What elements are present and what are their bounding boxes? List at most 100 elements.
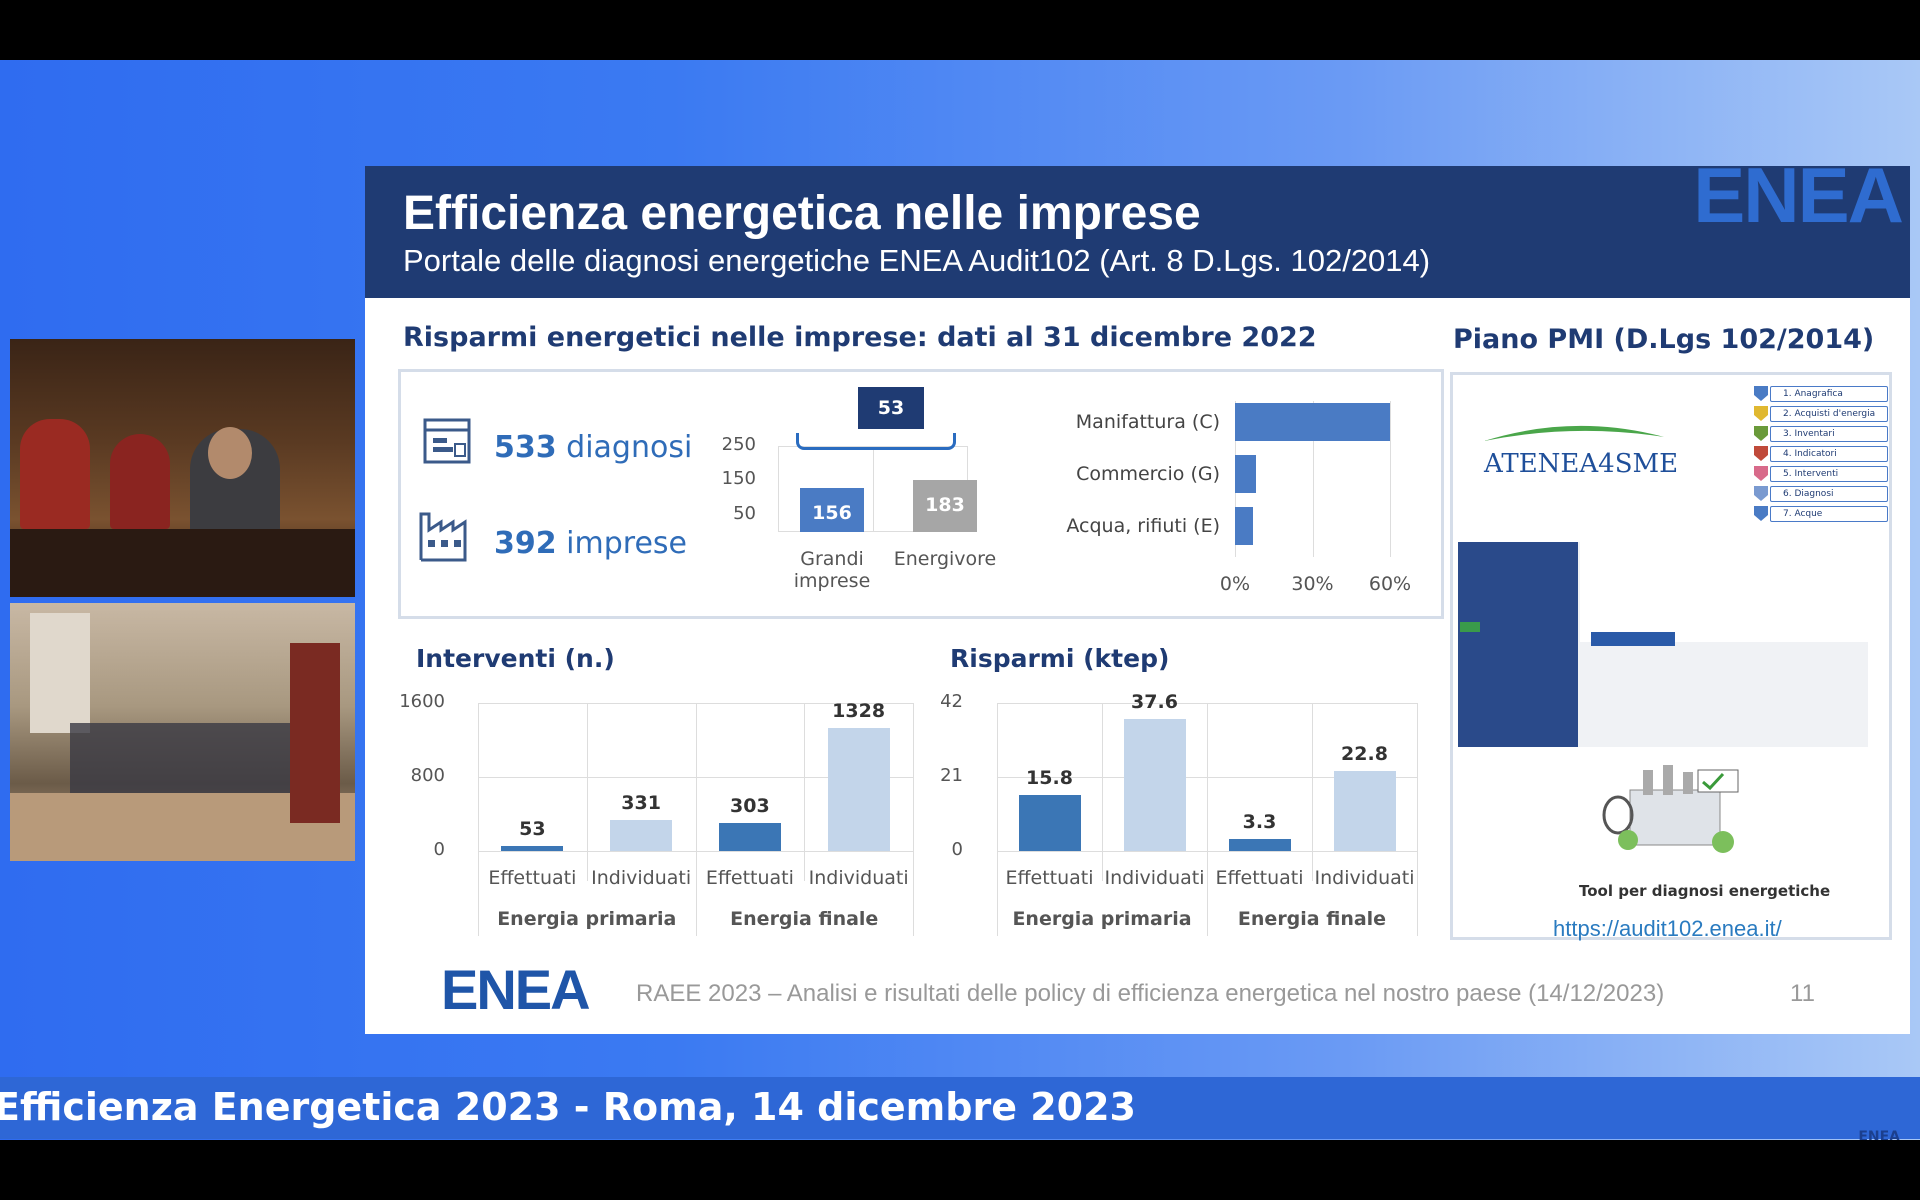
chart4-ytick: 21 bbox=[940, 765, 963, 786]
slide-page-number: 11 bbox=[1790, 980, 1815, 1007]
audience-camera-feed bbox=[10, 603, 355, 861]
chart4-value: 3.3 bbox=[1242, 811, 1277, 834]
chart3-bar bbox=[501, 846, 564, 851]
section-title-left: Risparmi energetici nelle imprese: dati … bbox=[403, 322, 1317, 353]
factory-icon bbox=[419, 512, 467, 562]
atenea-download-button bbox=[1591, 632, 1675, 646]
chart3-ytick: 0 bbox=[433, 839, 445, 860]
chart1-bar bbox=[800, 487, 864, 532]
chart3-divider bbox=[804, 703, 806, 881]
chart2-category: Acqua, rifiuti (E) bbox=[1066, 515, 1220, 537]
chart2-grid bbox=[1312, 401, 1314, 557]
chart4-divider bbox=[1417, 703, 1418, 936]
pmi-menu-chevron-icon bbox=[1754, 466, 1768, 481]
chart2-category: Commercio (G) bbox=[1076, 463, 1220, 485]
chart3-value: 53 bbox=[519, 818, 546, 841]
chart3-group: Energia finale bbox=[730, 908, 879, 930]
chart4-category: Individuati bbox=[1104, 867, 1205, 889]
chart3-category: Individuati bbox=[808, 867, 909, 889]
enea-logo-top: ENEA bbox=[1693, 151, 1904, 239]
chart1-bracket bbox=[796, 433, 956, 450]
chart1-ytick: 150 bbox=[721, 468, 756, 490]
chart-title-interventi: Interventi (n.) bbox=[416, 644, 615, 673]
chart3-category: Effettuati bbox=[488, 867, 577, 889]
pmi-menu-chevron-icon bbox=[1754, 426, 1768, 441]
chart4-category: Individuati bbox=[1314, 867, 1415, 889]
pmi-menu-item[interactable]: 7. Acque bbox=[1770, 506, 1888, 522]
chart3-value: 1328 bbox=[832, 700, 886, 723]
pmi-menu-item[interactable]: 3. Inventari bbox=[1770, 426, 1888, 442]
chart4-bar bbox=[1228, 839, 1291, 851]
chart4-bar bbox=[1123, 718, 1186, 851]
chart2-grid bbox=[1390, 401, 1391, 557]
pmi-panel bbox=[1450, 372, 1892, 940]
speaker-camera-feed bbox=[10, 339, 355, 597]
lower-third-ticker: Efficienza Energetica 2023 - Roma, 14 di… bbox=[0, 1077, 1920, 1145]
chart4-value: 37.6 bbox=[1131, 690, 1178, 713]
chart1-category: Energivore bbox=[893, 548, 997, 570]
letterbox-top bbox=[0, 0, 1920, 60]
chart1-grid bbox=[873, 446, 874, 532]
chart1-annotation: 53 bbox=[858, 387, 924, 429]
chart4-category: Effettuati bbox=[1215, 867, 1304, 889]
chart2-xtick: 60% bbox=[1368, 573, 1412, 595]
pmi-menu-chevron-icon bbox=[1754, 386, 1768, 401]
chart1-value: 156 bbox=[812, 501, 852, 524]
chart4-value: 22.8 bbox=[1341, 742, 1388, 765]
chart1-category: Grandi imprese bbox=[793, 548, 871, 592]
slide-subtitle: Portale delle diagnosi energetiche ENEA … bbox=[403, 243, 1431, 278]
audit102-link[interactable]: https://audit102.enea.it/ bbox=[1553, 916, 1782, 941]
chart4-category: Effettuati bbox=[1005, 867, 1094, 889]
pmi-menu-chevron-icon bbox=[1754, 446, 1768, 461]
chart3-ytick: 800 bbox=[410, 765, 445, 786]
chart3-group: Energia primaria bbox=[497, 908, 677, 930]
chart4-ytick: 0 bbox=[951, 839, 963, 860]
kpi-imprese: 392 imprese bbox=[494, 526, 687, 561]
chart3-divider bbox=[478, 703, 479, 936]
chart3-category: Effettuati bbox=[705, 867, 794, 889]
atenea-sidebar bbox=[1458, 542, 1578, 747]
chart1-ytick: 50 bbox=[733, 502, 756, 524]
chart4-ytick: 42 bbox=[940, 691, 963, 712]
pmi-menu-item[interactable]: 4. Indicatori bbox=[1770, 446, 1888, 462]
chart3-value: 303 bbox=[730, 794, 770, 817]
pmi-menu-item[interactable]: 5. Interventi bbox=[1770, 466, 1888, 482]
chart1-bar bbox=[913, 480, 977, 532]
chart4-divider bbox=[1312, 703, 1313, 881]
chart2-bar bbox=[1235, 455, 1256, 493]
slide-header: Efficienza energetica nelle imprese Port… bbox=[365, 166, 1910, 298]
chart4-divider bbox=[1207, 703, 1208, 936]
chart2-bar bbox=[1235, 507, 1254, 545]
chart3-bar bbox=[718, 822, 781, 851]
factory-diagnosis-illustration-icon bbox=[1602, 765, 1739, 853]
presentation-slide: Efficienza energetica nelle imprese Port… bbox=[365, 151, 1910, 1034]
chart4-value: 15.8 bbox=[1026, 767, 1073, 790]
chart4-bar bbox=[1333, 770, 1396, 851]
tool-label: Tool per diagnosi energetiche bbox=[1579, 882, 1831, 900]
chart3-divider bbox=[913, 703, 914, 936]
chart3-divider bbox=[695, 703, 697, 936]
slide-title: Efficienza energetica nelle imprese bbox=[403, 187, 1201, 240]
chart2-xtick: 0% bbox=[1219, 573, 1251, 595]
pmi-menu-chevron-icon bbox=[1754, 406, 1768, 421]
chart3-bar bbox=[827, 728, 890, 851]
chart-title-risparmi: Risparmi (ktep) bbox=[950, 644, 1170, 673]
chart2-category: Manifattura (C) bbox=[1075, 411, 1220, 433]
atenea-swoosh-icon bbox=[1484, 425, 1664, 441]
chart3-ytick: 1600 bbox=[399, 691, 445, 712]
chart2-bar bbox=[1235, 403, 1390, 441]
document-chart-icon bbox=[423, 418, 471, 464]
enea-logo-footer: ENEA bbox=[441, 958, 591, 1021]
slide-footer-text: RAEE 2023 – Analisi e risultati delle po… bbox=[636, 980, 1665, 1007]
chart1-value: 183 bbox=[925, 494, 965, 517]
pmi-menu-item[interactable]: 1. Anagrafica bbox=[1770, 386, 1888, 402]
kpi-diagnosi: 533 diagnosi bbox=[494, 430, 693, 465]
chart3-bar bbox=[610, 820, 673, 851]
letterbox-bottom bbox=[0, 1140, 1920, 1200]
pmi-menu-item[interactable]: 6. Diagnosi bbox=[1770, 486, 1888, 502]
chart4-divider bbox=[997, 703, 998, 936]
pmi-menu-item[interactable]: 2. Acquisti d'energia bbox=[1770, 406, 1888, 422]
ticker-text: Efficienza Energetica 2023 - Roma, 14 di… bbox=[0, 1085, 1136, 1129]
chart4-bar bbox=[1018, 795, 1081, 851]
atenea-logo: ATENEA4SME bbox=[1484, 419, 1678, 479]
